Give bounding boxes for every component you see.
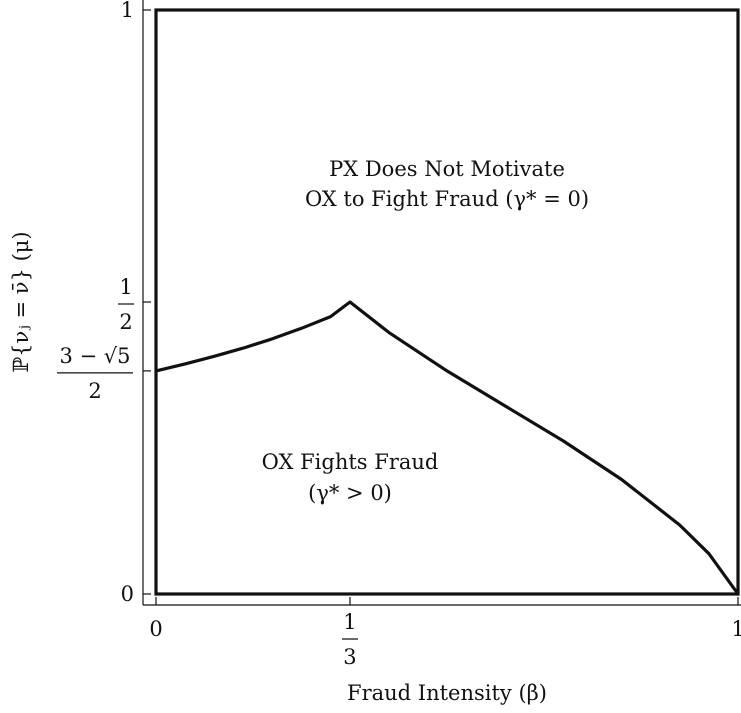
x-axis-title: Fraud Intensity (β) xyxy=(347,681,547,705)
lower-region-label-line1: OX Fights Fraud xyxy=(262,450,439,474)
tick-labels: 0 1 3 1 0 3 − √5 2 1 2 1 xyxy=(57,0,741,669)
y-tick-label: 1 xyxy=(121,0,134,22)
x-tick-label: 1 xyxy=(731,617,741,641)
x-tick-label: 0 xyxy=(149,617,162,641)
upper-region-label-line2: OX to Fight Fraud (γ* = 0) xyxy=(305,187,589,211)
series-layer xyxy=(154,300,740,596)
x-tick-label-numerator: 1 xyxy=(343,610,356,634)
boundary-curve xyxy=(154,300,740,596)
y-tick-label-numerator: 3 − √5 xyxy=(59,344,130,368)
x-tick-label-denominator: 3 xyxy=(343,645,356,669)
y-tick-label-denominator: 2 xyxy=(88,379,101,403)
upper-region-label-line1: PX Does Not Motivate xyxy=(329,157,565,181)
y-tick-label-numerator: 1 xyxy=(119,275,132,299)
ticks xyxy=(143,9,739,605)
lower-region-label-line2: (γ* > 0) xyxy=(308,481,392,505)
y-tick-label: 0 xyxy=(121,582,134,606)
y-tick-label-denominator: 2 xyxy=(119,310,132,334)
axes-frame xyxy=(142,0,741,606)
y-axis-title: ℙ{νⱼ = ν̄} (μ) xyxy=(9,231,33,372)
plot-border xyxy=(154,8,740,596)
